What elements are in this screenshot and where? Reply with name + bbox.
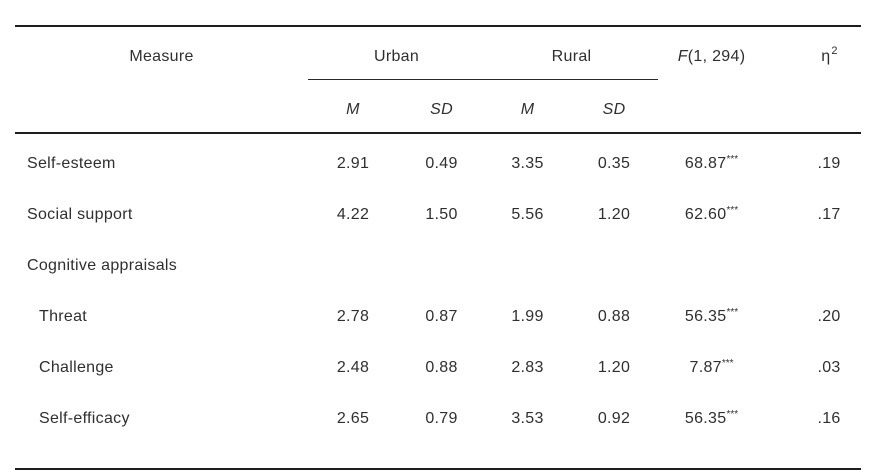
eta-exponent: 2 [831,45,838,58]
eta-squared-value: .20 [817,307,841,325]
row-label-indented: Challenge [39,358,114,376]
row-label-indented: Threat [39,307,88,325]
f-value: 68.87*** [684,153,739,172]
anova-results-table: Measure Urban Rural F(1, 294) η2 M SD M … [15,25,862,470]
rural-sd-value: 1.20 [597,358,631,376]
spacer-cell [15,440,861,469]
significance-stars: *** [726,306,739,318]
bottom-spacer-row [15,440,861,469]
significance-stars: *** [726,153,739,165]
rural-mean-value: 3.35 [511,154,544,172]
column-group-row: Measure Urban Rural F(1, 294) η2 [15,26,861,80]
f-value: 56.35*** [684,306,739,325]
urban-mean-value: 2.65 [336,409,370,427]
rural-mean-value: 1.99 [511,307,544,325]
eta-squared-value: .03 [817,358,841,376]
rural-mean-value: 2.83 [511,358,544,376]
subheader-row: M SD M SD [15,79,862,134]
row-label: Self-esteem [27,154,116,172]
subheader-empty [658,79,764,134]
column-group-urban: Urban [308,26,486,80]
rural-sd-value: 0.35 [597,154,631,172]
empty-cell [763,236,861,287]
column-group-rural: Rural [485,26,659,80]
table-row-challenge: Challenge 2.48 0.88 2.83 1.20 7.87*** .0… [15,338,861,389]
significance-stars: *** [726,408,739,420]
eta-squared-value: .17 [817,205,841,223]
urban-mean-value: 2.91 [336,154,370,172]
table-row-cognitive-appraisals: Cognitive appraisals [15,236,861,287]
urban-mean-value: 2.48 [336,358,370,376]
table-row-social-support: Social support 4.22 1.50 5.56 1.20 62.60… [15,185,861,236]
urban-sd-value: 0.87 [425,307,458,325]
significance-stars: *** [721,357,734,369]
rural-mean-value: 3.53 [511,409,544,427]
column-header-f-statistic: F(1, 294) [658,26,763,80]
urban-mean-value: 4.22 [336,205,370,223]
eta-symbol: η [821,48,831,66]
subheader-rural-mean: M [485,79,571,134]
empty-cell [398,236,485,287]
subheader-urban-mean: M [308,79,398,134]
empty-cell [485,236,570,287]
f-value: 62.60*** [684,204,739,223]
subheader-empty [15,79,308,134]
table-header: Measure Urban Rural F(1, 294) η2 M SD M … [15,26,862,134]
subheader-rural-sd: SD [570,79,659,134]
empty-cell [658,236,763,287]
f-value: 7.87*** [689,357,734,376]
results-table-wrapper: Measure Urban Rural F(1, 294) η2 M SD M … [15,25,862,470]
table-row-threat: Threat 2.78 0.87 1.99 0.88 56.35*** .20 [15,287,861,338]
significance-stars: *** [726,204,739,216]
f-value: 56.35*** [684,408,739,427]
subheader-empty [763,79,862,134]
urban-mean-value: 2.78 [336,307,370,325]
rural-mean-value: 5.56 [511,205,544,223]
f-degrees-of-freedom: (1, 294) [687,48,746,66]
f-symbol: F [677,48,688,66]
empty-cell [308,236,398,287]
rural-sd-value: 0.92 [597,409,631,427]
table-body: Self-esteem 2.91 0.49 3.35 0.35 68.87***… [15,133,861,469]
urban-sd-value: 0.49 [425,154,458,172]
rural-sd-value: 1.20 [597,205,631,223]
urban-sd-value: 0.88 [425,358,458,376]
row-label-indented: Self-efficacy [39,409,130,427]
urban-sd-value: 1.50 [425,205,458,223]
urban-sd-value: 0.79 [425,409,458,427]
subheader-urban-sd: SD [398,79,486,134]
table-row-self-efficacy: Self-efficacy 2.65 0.79 3.53 0.92 56.35*… [15,389,861,440]
column-header-measure: Measure [129,48,194,66]
eta-squared-value: .19 [817,154,841,172]
table-row-self-esteem: Self-esteem 2.91 0.49 3.35 0.35 68.87***… [15,133,861,185]
empty-cell [570,236,658,287]
row-label: Social support [27,205,133,223]
eta-squared-value: .16 [817,409,841,427]
row-label-group: Cognitive appraisals [27,256,178,274]
column-header-eta-squared: η2 [763,26,861,80]
rural-sd-value: 0.88 [597,307,631,325]
